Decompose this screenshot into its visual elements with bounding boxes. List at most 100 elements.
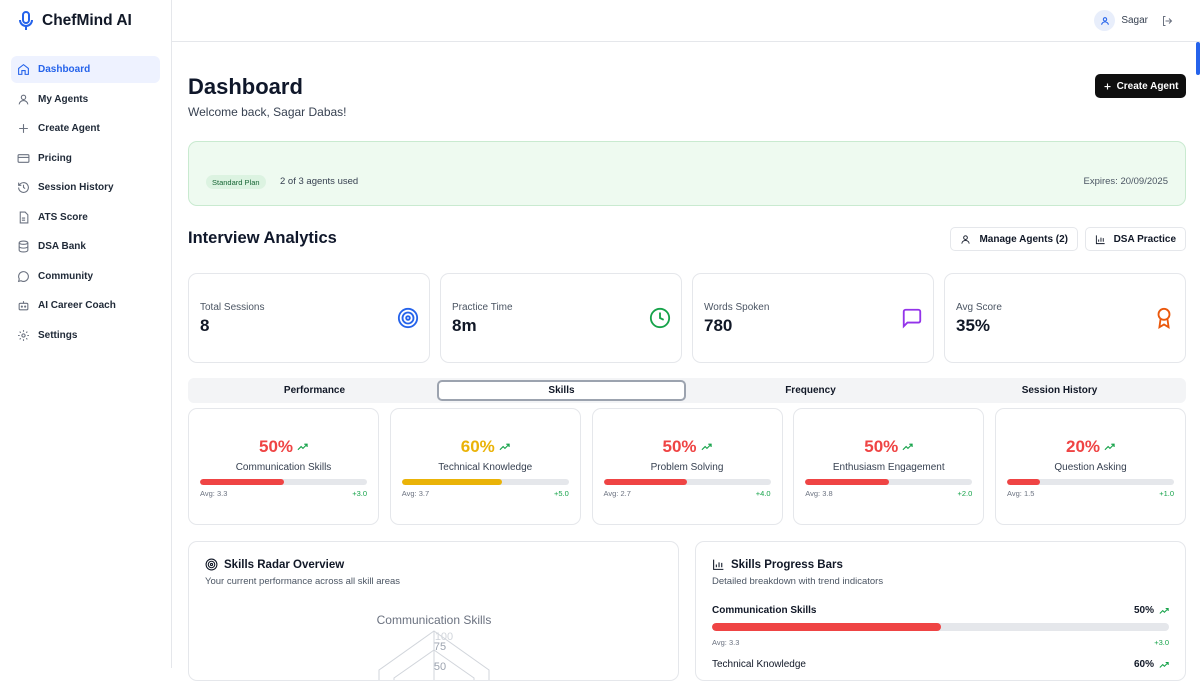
skill-card: 20% Question Asking Avg: 1.5 +1.0 xyxy=(995,408,1186,525)
user-icon xyxy=(18,94,29,104)
tab-frequency[interactable]: Frequency xyxy=(785,385,836,396)
clock-icon xyxy=(649,307,671,329)
skill-trend: +5.0 xyxy=(553,489,569,498)
sidebar-item-create-agent[interactable]: Create Agent xyxy=(11,115,160,142)
progress-item-pct-text: 60% xyxy=(1133,659,1154,670)
stat-label: Practice Time xyxy=(452,302,513,313)
skills-radar-panel: Skills Radar Overview Your current perfo… xyxy=(188,541,679,681)
progress-title: Skills Progress Bars xyxy=(712,558,843,571)
bar-chart-icon xyxy=(1095,234,1105,244)
target-icon xyxy=(205,558,218,571)
progress-item-pct-text: 50% xyxy=(1133,605,1154,616)
radar-tick-50: 50 xyxy=(434,661,446,673)
trending-up-icon xyxy=(1104,443,1115,451)
sidebar-item-ats-score[interactable]: ATS Score xyxy=(11,204,160,231)
trending-up-icon xyxy=(1159,607,1169,614)
sidebar-item-dsa-bank[interactable]: DSA Bank xyxy=(11,233,160,260)
analytics-tabs: Performance Skills Frequency Session His… xyxy=(188,378,1186,403)
radar-tick-75: 75 xyxy=(434,641,446,653)
sidebar-nav: Dashboard My Agents Create Agent Pricing… xyxy=(11,56,160,351)
tab-performance[interactable]: Performance xyxy=(283,385,346,396)
skill-trend: +2.0 xyxy=(957,489,973,498)
skill-name: Communication Skills xyxy=(235,462,332,473)
plan-expiry: Expires: 20/09/2025 xyxy=(1083,176,1168,187)
avatar xyxy=(1094,10,1116,31)
skill-track xyxy=(200,479,367,485)
stat-label: Avg Score xyxy=(956,302,1002,313)
sidebar-item-label: Community xyxy=(38,270,93,282)
skill-avg: Avg: 3.7 xyxy=(401,489,430,498)
sidebar-item-label: Settings xyxy=(38,329,78,341)
plus-icon xyxy=(19,124,28,133)
skill-pct: 20% xyxy=(996,437,1185,457)
bar-chart-icon xyxy=(713,559,724,570)
stat-value: 780 xyxy=(704,316,733,335)
sidebar-item-my-agents[interactable]: My Agents xyxy=(11,86,160,113)
topbar: Sagar xyxy=(172,0,1200,42)
skill-fill xyxy=(805,479,889,485)
sidebar-item-dashboard[interactable]: Dashboard xyxy=(11,56,160,83)
sidebar-item-session-history[interactable]: Session History xyxy=(11,174,160,201)
user-icon xyxy=(961,234,971,244)
tab-skills[interactable]: Skills xyxy=(437,380,686,401)
stat-card-total-sessions: Total Sessions 8 xyxy=(188,273,430,363)
trending-up-icon xyxy=(499,443,510,451)
sidebar-item-label: Create Agent xyxy=(38,123,100,134)
tab-session-history[interactable]: Session History xyxy=(1021,385,1098,396)
sidebar-item-label: Dashboard xyxy=(38,64,91,75)
progress-item-trend: +3.0 xyxy=(1154,638,1169,647)
manage-agents-button[interactable]: Manage Agents (2) xyxy=(950,227,1078,251)
manage-agents-label: Manage Agents (2) xyxy=(979,233,1068,245)
brand[interactable]: ChefMind AI xyxy=(18,10,132,32)
skill-track xyxy=(401,479,569,485)
welcome-text: Welcome back, Sagar Dabas! xyxy=(188,105,347,119)
logout-button[interactable] xyxy=(1161,14,1173,32)
sidebar-item-settings[interactable]: Settings xyxy=(11,322,160,349)
skill-track xyxy=(1007,479,1174,485)
radar-chart: Communication Skills 100 75 50 xyxy=(377,613,492,680)
user-menu[interactable]: Sagar xyxy=(1094,10,1148,31)
radar-subtitle: Your current performance across all skil… xyxy=(205,576,401,587)
radar-axis-label: Communication Skills xyxy=(377,613,492,627)
plan-badge: Standard Plan xyxy=(206,175,266,189)
stat-value: 35% xyxy=(956,316,991,335)
skill-name: Problem Solving xyxy=(650,462,724,473)
skill-name: Question Asking xyxy=(1054,462,1127,473)
sidebar-item-label: DSA Bank xyxy=(38,241,86,252)
skill-fill xyxy=(401,479,502,485)
sidebar-item-pricing[interactable]: Pricing xyxy=(11,145,160,172)
user-icon xyxy=(1100,16,1109,25)
sidebar-item-label: AI Career Coach xyxy=(38,300,116,311)
progress-title-text: Skills Progress Bars xyxy=(731,558,843,571)
skill-pct-text: 50% xyxy=(662,437,697,456)
credit-card-icon xyxy=(17,153,30,163)
stat-label: Words Spoken xyxy=(704,302,770,313)
skill-fill xyxy=(200,479,284,485)
skill-track xyxy=(805,479,973,485)
skill-pct-text: 20% xyxy=(1065,437,1101,456)
dsa-practice-label: DSA Practice xyxy=(1113,233,1176,245)
progress-item-avg: Avg: 3.3 xyxy=(712,638,740,647)
sidebar-item-label: My Agents xyxy=(38,93,89,105)
skill-fill xyxy=(603,479,687,485)
username: Sagar xyxy=(1121,15,1148,26)
mic-logo-icon xyxy=(19,11,33,30)
skill-pct: 50% xyxy=(189,437,378,457)
sidebar-item-community[interactable]: Community xyxy=(11,263,160,290)
skill-pct-text: 50% xyxy=(258,437,294,456)
sidebar-item-ai-career-coach[interactable]: AI Career Coach xyxy=(11,292,160,319)
gear-icon xyxy=(18,329,29,341)
skill-pct: 50% xyxy=(593,437,782,457)
create-agent-button[interactable]: Create Agent xyxy=(1095,74,1186,98)
scrollbar[interactable] xyxy=(1196,42,1200,75)
radar-title-text: Skills Radar Overview xyxy=(224,558,345,571)
skill-avg: Avg: 3.8 xyxy=(805,489,833,498)
radar-tick-100: 100 xyxy=(435,631,453,643)
stat-card-words-spoken: Words Spoken 780 xyxy=(692,273,934,363)
stat-label: Total Sessions xyxy=(200,302,265,313)
skill-avg: Avg: 2.7 xyxy=(603,489,631,498)
skill-name: Enthusiasm Engagement xyxy=(832,462,945,473)
skill-pct-text: 60% xyxy=(460,437,495,456)
dsa-practice-button[interactable]: DSA Practice xyxy=(1084,227,1186,251)
skill-name: Technical Knowledge xyxy=(438,462,533,473)
